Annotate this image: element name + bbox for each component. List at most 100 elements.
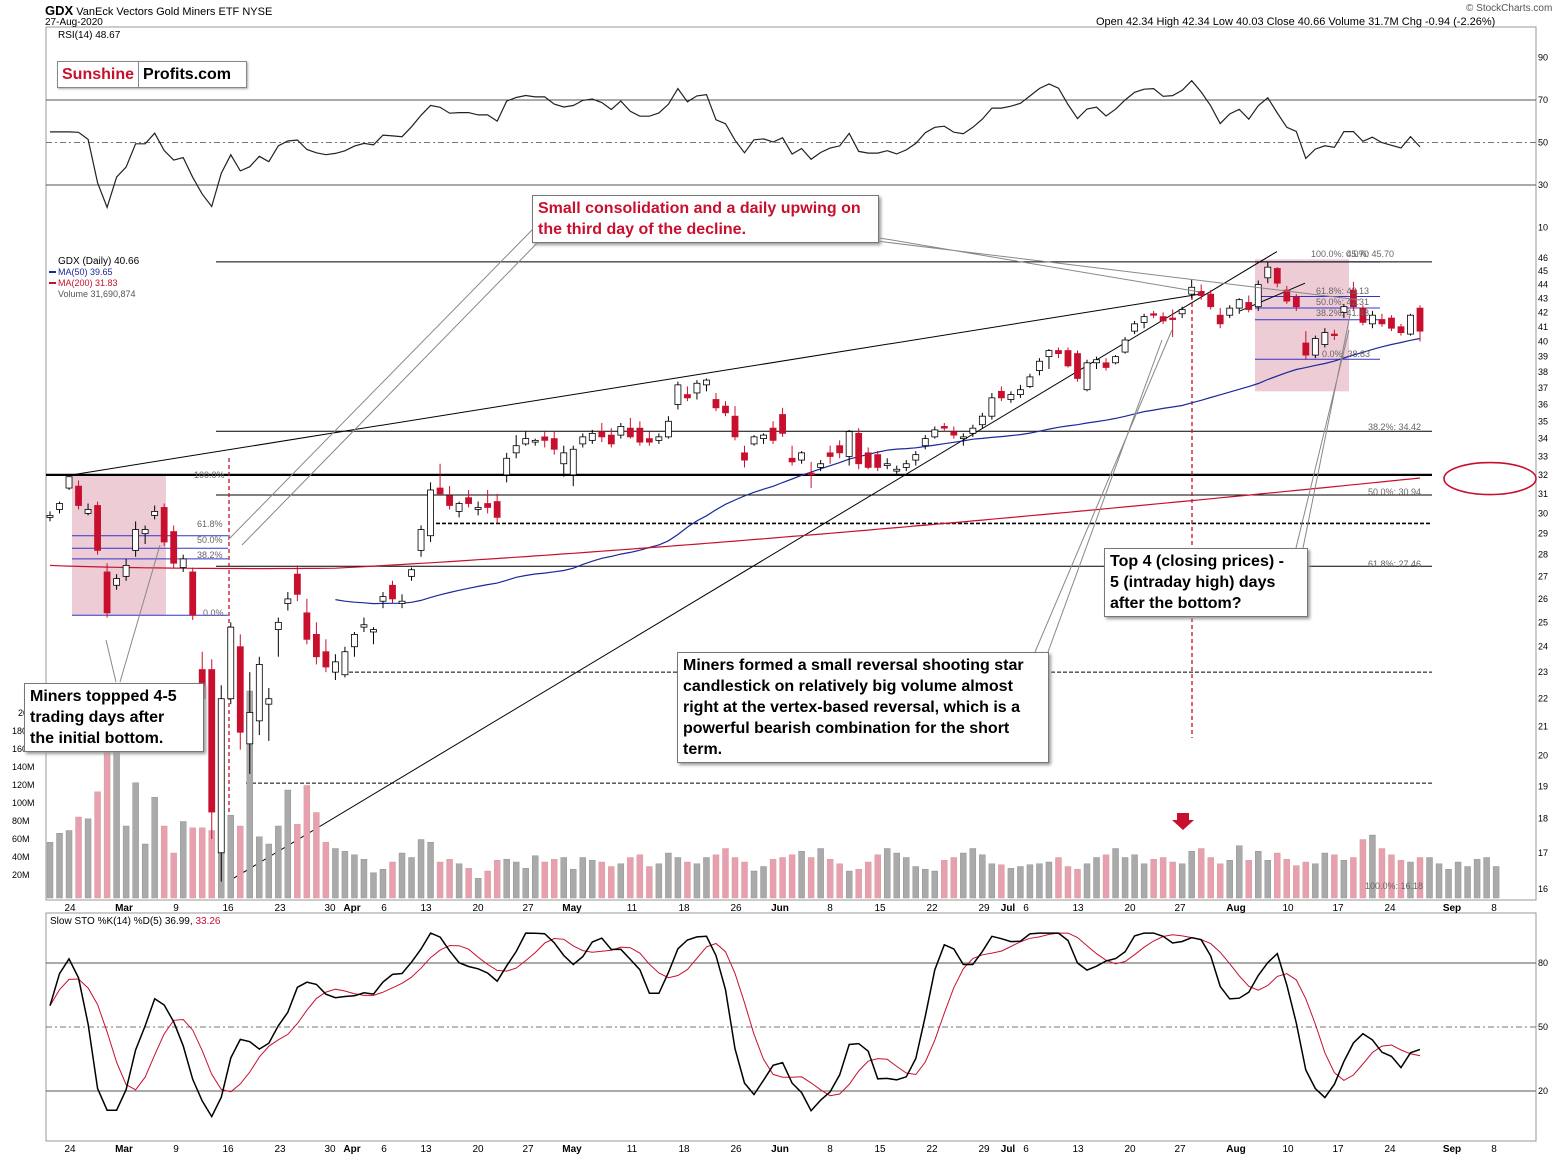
candle-body (712, 399, 720, 409)
price-tick-label: 24 (1538, 642, 1548, 652)
candle-body (541, 436, 549, 441)
volume-bar (1293, 865, 1300, 899)
annotation-top4: Top 4 (closing prices) - 5 (intraday hig… (1104, 548, 1308, 617)
candle-body (1083, 362, 1091, 391)
volume-bar (1197, 848, 1205, 899)
volume-bar (741, 861, 748, 899)
candle-body (312, 634, 320, 658)
candle-body (1102, 362, 1110, 368)
volume-bar (408, 857, 415, 899)
ma200-line (49, 477, 1421, 570)
candle-body (1273, 268, 1281, 284)
candle-body (741, 452, 748, 461)
candle-body (750, 436, 758, 445)
x-tick-label-bottom: 24 (1384, 1144, 1396, 1155)
volume-bar (522, 868, 529, 899)
candle-body (474, 507, 482, 510)
fib-label: 100.0% (194, 470, 225, 480)
x-tick-label-bottom: Mar (115, 1144, 133, 1155)
candle-body (588, 432, 596, 441)
x-tick-label-bottom: 13 (420, 1144, 432, 1155)
candle-body (693, 382, 701, 394)
volume-bar (1017, 866, 1024, 899)
chart-date: 27-Aug-2020 (45, 17, 103, 28)
candle-body (1007, 394, 1015, 400)
volume-bar (237, 825, 244, 899)
x-tick-label: 24 (1384, 903, 1396, 914)
x-tick-label-bottom: 26 (730, 1144, 742, 1155)
volume-bar (1159, 857, 1167, 899)
volume-bar (1093, 857, 1100, 899)
volume-bar (532, 855, 539, 899)
candle-body (779, 414, 786, 434)
x-tick-label-bottom: 20 (472, 1144, 484, 1155)
volume-bar (617, 863, 625, 899)
candle-body (1330, 333, 1338, 336)
fib-label: 61.8%: 43.13 (1316, 286, 1369, 296)
candle-body (798, 452, 805, 461)
volume-bar (903, 857, 910, 899)
volume-bar (1131, 854, 1138, 899)
price-tick-label: 30 (1538, 508, 1548, 518)
volume-bar (275, 825, 282, 899)
fib-label: 0.0% (203, 608, 224, 618)
candle-body (56, 503, 63, 510)
volume-bar (465, 868, 472, 899)
candle-body (550, 438, 558, 450)
x-tick-label: Sep (1443, 903, 1461, 914)
candle-body (645, 438, 653, 443)
candle-body (997, 390, 1005, 399)
logo-part2: Profits.com (138, 62, 235, 87)
price-tick-label: 33 (1538, 451, 1548, 461)
stoch-tick-label: 20 (1538, 1086, 1548, 1096)
volume-bar (1236, 845, 1243, 899)
candle-body (332, 661, 339, 673)
candle-body (674, 384, 682, 405)
candle-body (1321, 332, 1329, 345)
candle-body (864, 452, 872, 468)
volume-bar (779, 857, 786, 899)
candle-body (836, 445, 844, 454)
candle-body (1207, 293, 1215, 308)
volume-tick-label: 40M (12, 852, 30, 862)
price-tick-label: 40 (1538, 337, 1548, 347)
x-tick-label: 18 (678, 903, 690, 914)
volume-bar (1407, 861, 1414, 899)
volume-bar (370, 872, 377, 899)
volume-bar (122, 825, 130, 899)
volume-tick-label: 140M (12, 762, 35, 772)
price-tick-label: 34 (1538, 434, 1548, 444)
volume-bar (303, 785, 311, 899)
rsi-tick-label: 50 (1538, 138, 1548, 148)
fib-zone-left (72, 474, 166, 616)
price-tick-label: 45 (1538, 266, 1548, 276)
volume-bar (1435, 863, 1443, 899)
candle-body (1311, 338, 1319, 356)
x-tick-label-bottom: 23 (274, 1144, 286, 1155)
volume-bar (950, 857, 958, 899)
x-tick-label-bottom: 11 (627, 1144, 638, 1155)
candle-body (103, 571, 111, 614)
candle-body (817, 463, 825, 468)
x-tick-label-bottom: 27 (1174, 1144, 1186, 1155)
volume-bar (541, 861, 548, 899)
candle-body (217, 698, 225, 854)
candle-body (255, 664, 263, 722)
volume-bar (179, 821, 187, 899)
x-tick-label-bottom: 9 (173, 1144, 179, 1155)
rsi-tick-label: 10 (1538, 223, 1548, 233)
volume-bar (570, 869, 577, 899)
volume-bar (579, 857, 586, 899)
volume-bar (170, 852, 177, 899)
chart-title: GDX VanEck Vectors Gold Miners ETF NYSE (45, 3, 272, 18)
volume-bar (589, 860, 596, 899)
volume-bar (922, 869, 929, 899)
legend-ma200: MA(200) 31.83 (58, 278, 118, 288)
volume-bar (551, 859, 558, 899)
volume-bar (826, 859, 834, 899)
candle-body (931, 429, 939, 438)
volume-tick-label: 20M (12, 870, 30, 880)
volume-bar (760, 866, 767, 899)
volume-tick-label: 80M (12, 816, 30, 826)
candle-body (1159, 316, 1167, 322)
